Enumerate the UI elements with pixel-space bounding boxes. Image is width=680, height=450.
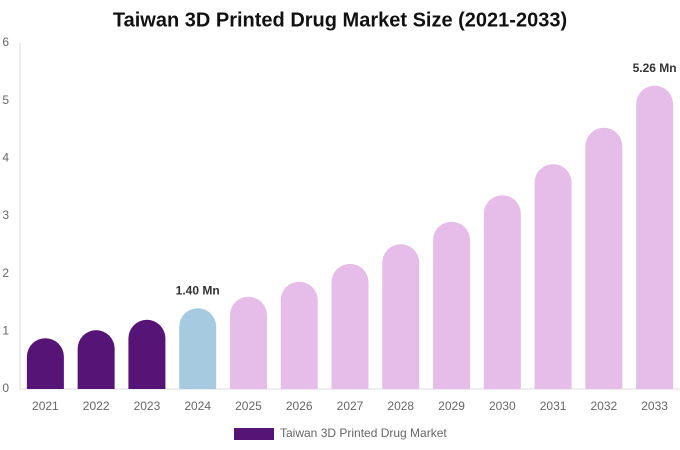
x-tick-label: 2029 bbox=[438, 399, 465, 413]
x-tick-label: 2023 bbox=[134, 399, 161, 413]
bar bbox=[179, 308, 217, 389]
bar bbox=[26, 338, 64, 389]
bar bbox=[382, 244, 420, 389]
y-tick-label: 1 bbox=[2, 324, 9, 338]
x-tick-label: 2021 bbox=[32, 399, 59, 413]
x-tick-label: 2024 bbox=[184, 399, 211, 413]
bar bbox=[483, 195, 521, 389]
bar bbox=[433, 221, 471, 389]
chart-title: Taiwan 3D Printed Drug Market Size (2021… bbox=[113, 9, 567, 31]
x-tick-label: 2033 bbox=[641, 399, 668, 413]
x-tick-label: 2032 bbox=[590, 399, 617, 413]
bar bbox=[229, 296, 267, 389]
bar bbox=[331, 263, 369, 389]
legend-label: Taiwan 3D Printed Drug Market bbox=[280, 426, 447, 440]
y-tick-label: 2 bbox=[2, 266, 9, 280]
x-tick-label: 2028 bbox=[387, 399, 414, 413]
bar bbox=[585, 127, 623, 389]
x-tick-label: 2031 bbox=[540, 399, 567, 413]
x-tick-label: 2027 bbox=[337, 399, 364, 413]
bar bbox=[636, 85, 674, 389]
bar bbox=[77, 330, 115, 389]
x-tick-label: 2030 bbox=[489, 399, 516, 413]
y-tick-label: 3 bbox=[2, 208, 9, 222]
bar bbox=[534, 164, 572, 389]
x-tick-label: 2026 bbox=[286, 399, 313, 413]
y-tick-label: 0 bbox=[2, 381, 9, 395]
data-label: 1.40 Mn bbox=[176, 283, 220, 297]
bar bbox=[280, 281, 318, 389]
y-tick-label: 6 bbox=[2, 35, 9, 49]
x-tick-label: 2022 bbox=[83, 399, 110, 413]
bar bbox=[128, 319, 166, 389]
data-label: 5.26 Mn bbox=[633, 61, 677, 75]
y-tick-label: 4 bbox=[2, 151, 9, 165]
y-tick-label: 5 bbox=[2, 93, 9, 107]
x-tick-label: 2025 bbox=[235, 399, 262, 413]
legend-swatch bbox=[234, 428, 274, 440]
